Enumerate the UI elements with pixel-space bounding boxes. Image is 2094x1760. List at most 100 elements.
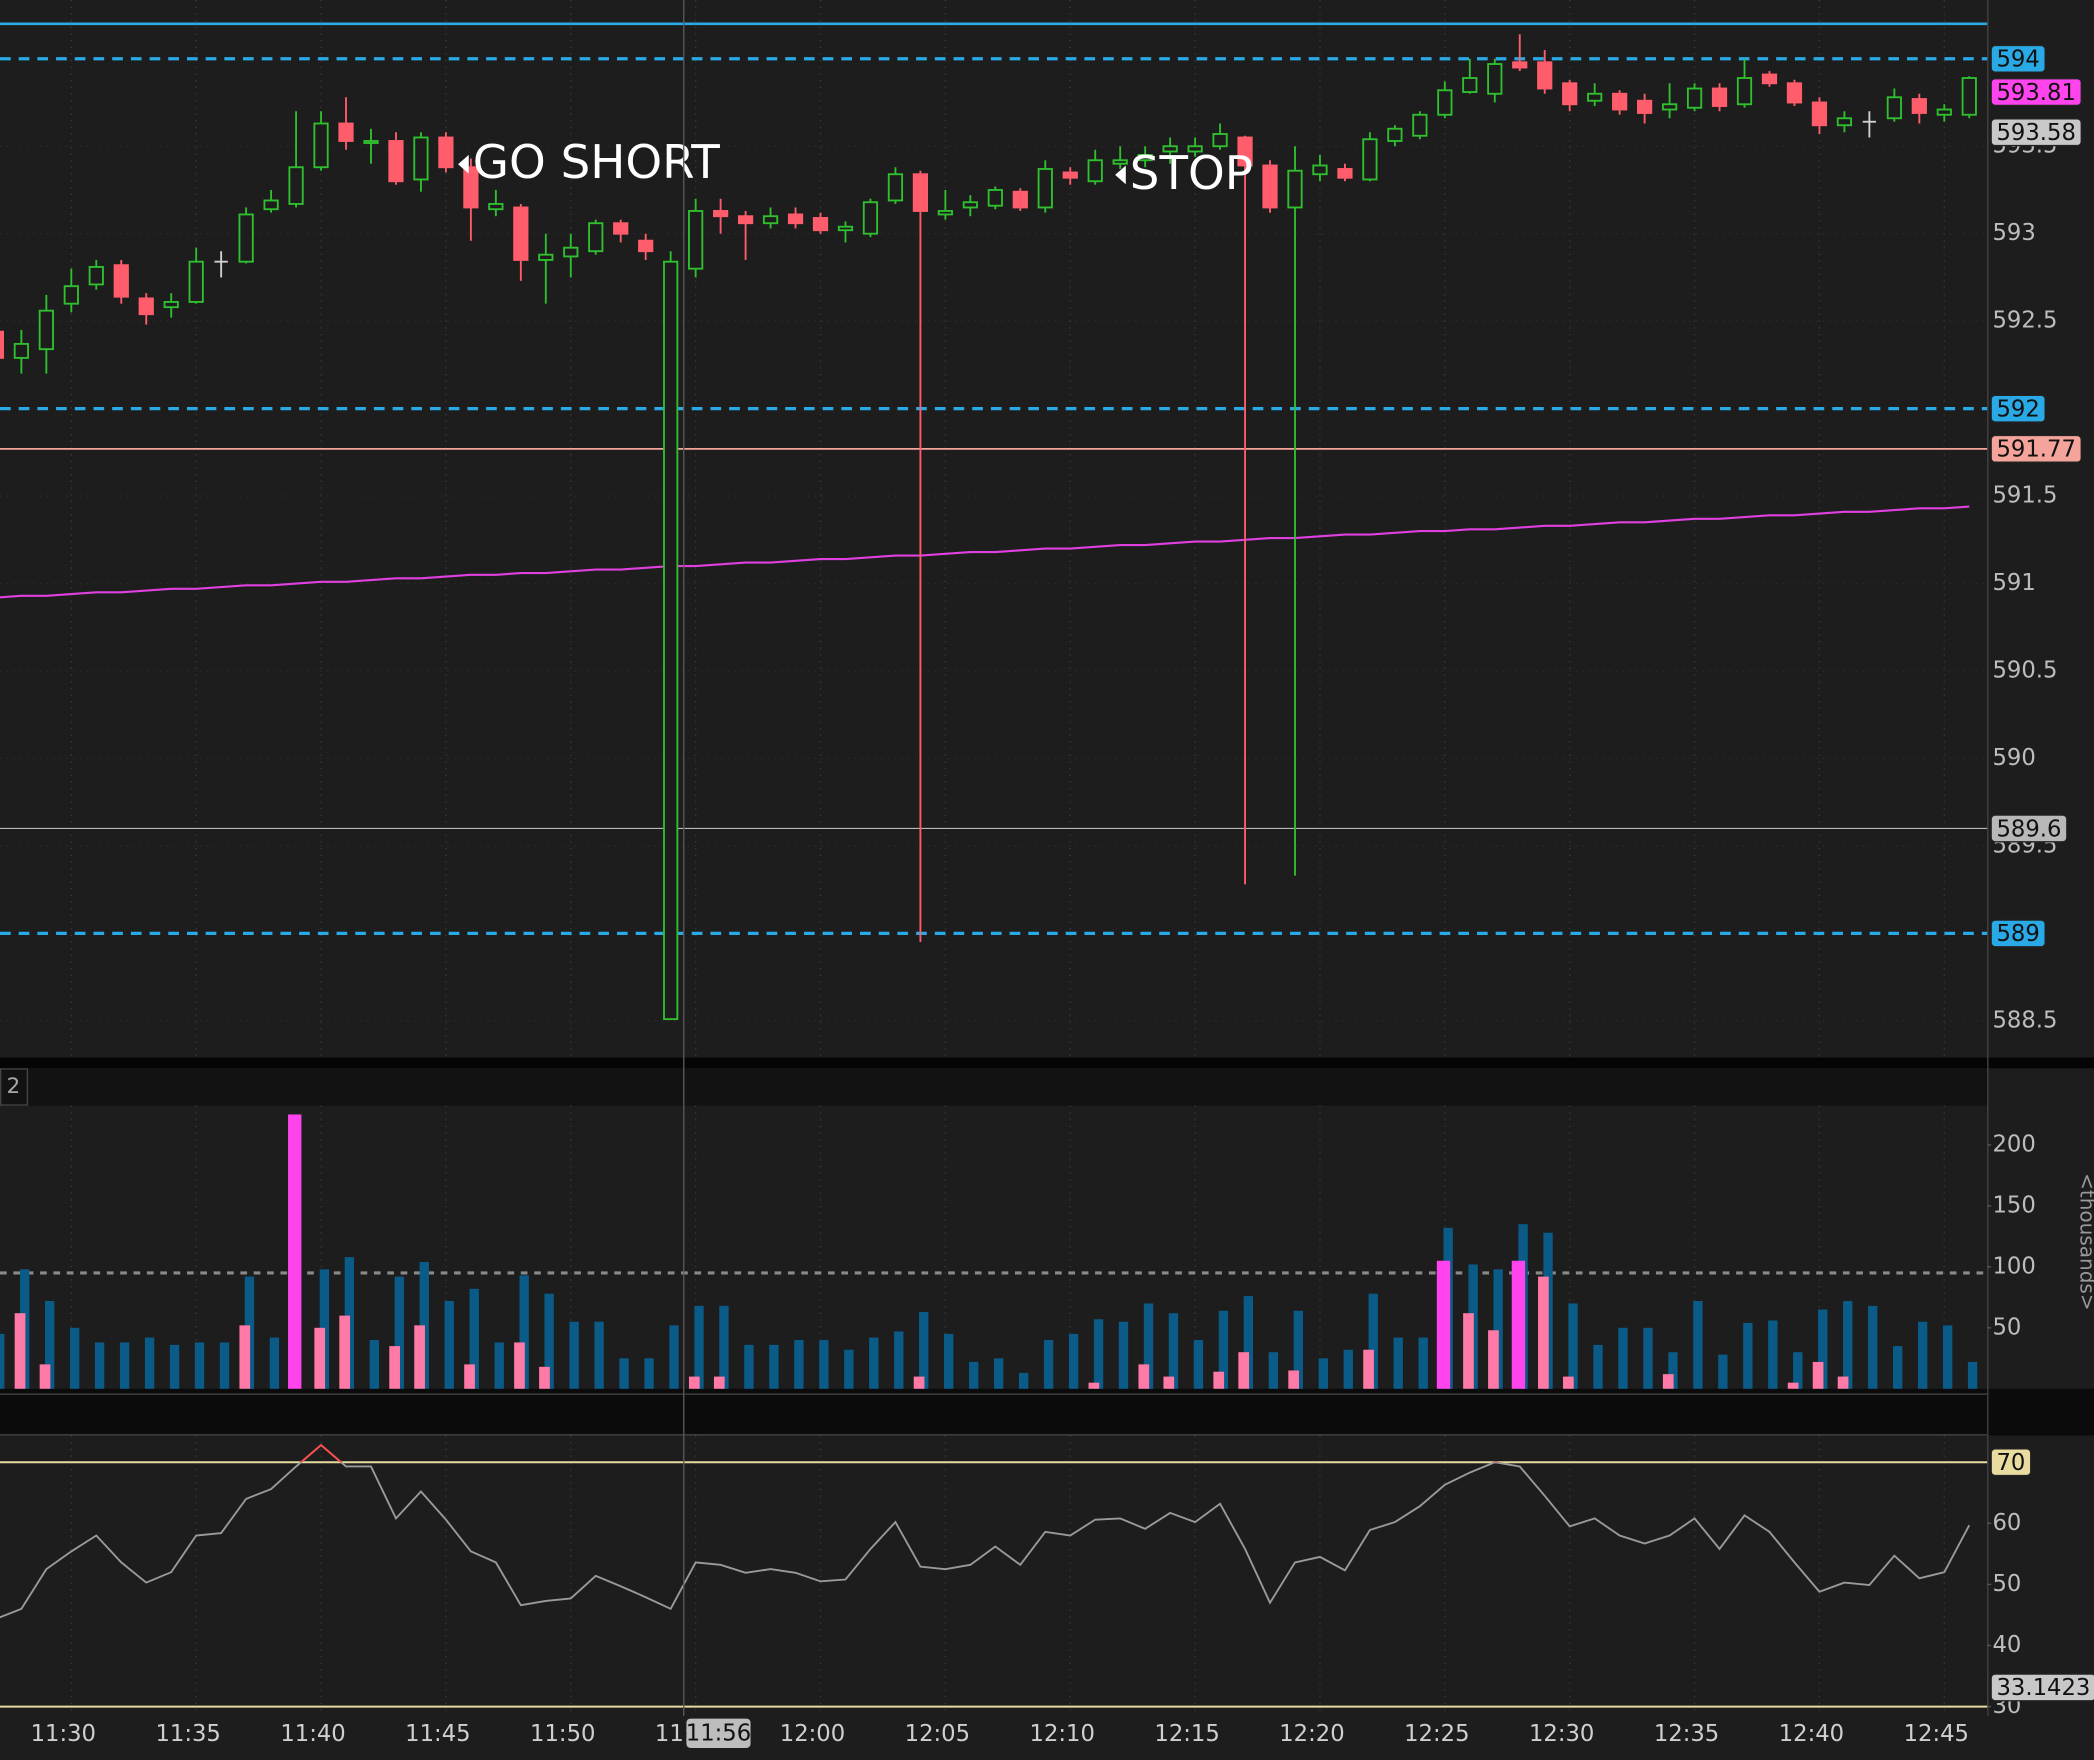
volume-bar [1812, 1361, 1824, 1389]
volume-bar [1511, 1260, 1526, 1389]
candle-body [188, 260, 204, 303]
volume-bar [969, 1361, 979, 1389]
volume-bar [1818, 1309, 1828, 1389]
candle-body [513, 206, 529, 261]
x-tick-label: 11:35 [155, 1721, 220, 1747]
price-marker [1990, 434, 2082, 463]
candle-body [538, 253, 554, 261]
volume-bar [844, 1349, 854, 1389]
x-tick-label: 11:50 [530, 1721, 595, 1747]
x-tick-label: 12:40 [1779, 1721, 1844, 1747]
candle-body [1661, 103, 1678, 111]
volume-bar [119, 1342, 130, 1389]
volume-bar [1368, 1293, 1378, 1389]
volume-bar [519, 1275, 529, 1389]
x-tick-label: 12:20 [1279, 1721, 1344, 1747]
x-tick-label: 12:00 [780, 1721, 845, 1747]
volume-bar [819, 1340, 829, 1389]
candle-body [1587, 92, 1603, 102]
candle-body [1537, 61, 1553, 90]
volume-bar [389, 1346, 400, 1389]
volume-bar [314, 1327, 326, 1389]
volume-bar [1363, 1349, 1374, 1389]
volume-bar [1193, 1340, 1204, 1389]
candle-body [1686, 87, 1703, 109]
y-tick-label: 40 [1993, 1632, 2022, 1658]
volume-bar [1018, 1372, 1029, 1389]
candle-body [1936, 108, 1952, 116]
volume-bar [644, 1358, 654, 1389]
candle-body [1337, 168, 1353, 179]
volume-bar [913, 1376, 925, 1389]
volume-bar [769, 1344, 779, 1389]
volume-bar [1093, 1319, 1104, 1389]
candle-body [1911, 98, 1927, 114]
candle-body [1836, 117, 1853, 127]
volume-bar [993, 1358, 1004, 1389]
volume-bar [1418, 1337, 1428, 1389]
price-marker-label: 591.77 [1997, 437, 2076, 463]
volume-bar [1143, 1303, 1154, 1389]
volume-bar [894, 1331, 904, 1389]
candle-body [438, 136, 454, 169]
candle-body [1137, 154, 1153, 162]
annotation: GO SHORT [473, 136, 720, 190]
y-tick-label: 200 [1993, 1131, 2036, 1157]
price-marker [1990, 1448, 2032, 1477]
price-marker-label: 589 [1997, 921, 2040, 947]
volume-bar [39, 1364, 51, 1389]
candle-body [1212, 133, 1228, 148]
candle-body [1637, 99, 1653, 114]
volume-bar [45, 1300, 55, 1389]
volume-bar [1488, 1330, 1499, 1389]
candle-body [1612, 92, 1628, 111]
panel-label: 2 [7, 1074, 21, 1099]
candle-body [63, 285, 79, 305]
volume-bar [1138, 1364, 1150, 1389]
price-marker-label: 589.6 [1997, 816, 2062, 842]
volume-axis-label: <thousands> [2075, 1173, 2094, 1311]
candle-body [488, 203, 504, 211]
volume-bar [1743, 1322, 1753, 1389]
volume-bar [569, 1321, 579, 1389]
volume-bar [1343, 1349, 1353, 1389]
volume-bar [694, 1305, 704, 1389]
x-tick-label: 12:15 [1154, 1721, 1219, 1747]
candle-body [1736, 77, 1753, 106]
volume-bar [1436, 1260, 1451, 1389]
moving-average [0, 505, 1970, 599]
volume-bar [219, 1342, 230, 1389]
candle-body [1961, 77, 1977, 116]
volume-bar [1837, 1376, 1849, 1389]
price-marker [1990, 77, 2082, 107]
y-tick-label: 590 [1993, 745, 2036, 771]
y-tick-label: 50 [1993, 1314, 2022, 1340]
price-marker [1990, 118, 2082, 147]
price-marker [1990, 919, 2046, 948]
volume-bar [1718, 1354, 1728, 1389]
volume-bar [1693, 1300, 1703, 1389]
candle-body [987, 189, 1003, 207]
candle-body [1287, 169, 1303, 209]
candle-body [1761, 73, 1778, 85]
volume-bar [1643, 1327, 1653, 1389]
candle-body [413, 136, 429, 181]
divider [0, 1388, 2094, 1436]
candle-body [1237, 136, 1253, 167]
volume-bar [1288, 1370, 1300, 1389]
volume-bar [594, 1321, 604, 1389]
candle-body [737, 215, 754, 225]
volume-bar [1593, 1344, 1603, 1389]
volume-bar [1068, 1333, 1079, 1389]
volume-bar [619, 1358, 629, 1389]
candle-body [288, 166, 304, 205]
candle-body [1886, 96, 1902, 120]
volume-bar [1318, 1358, 1328, 1389]
volume-bar [14, 1313, 26, 1389]
candle-body [1112, 159, 1128, 165]
candle-body [263, 199, 279, 211]
rsi-overbought [299, 1443, 1501, 1463]
volume-bar [1668, 1352, 1678, 1389]
candle-body [313, 122, 329, 169]
